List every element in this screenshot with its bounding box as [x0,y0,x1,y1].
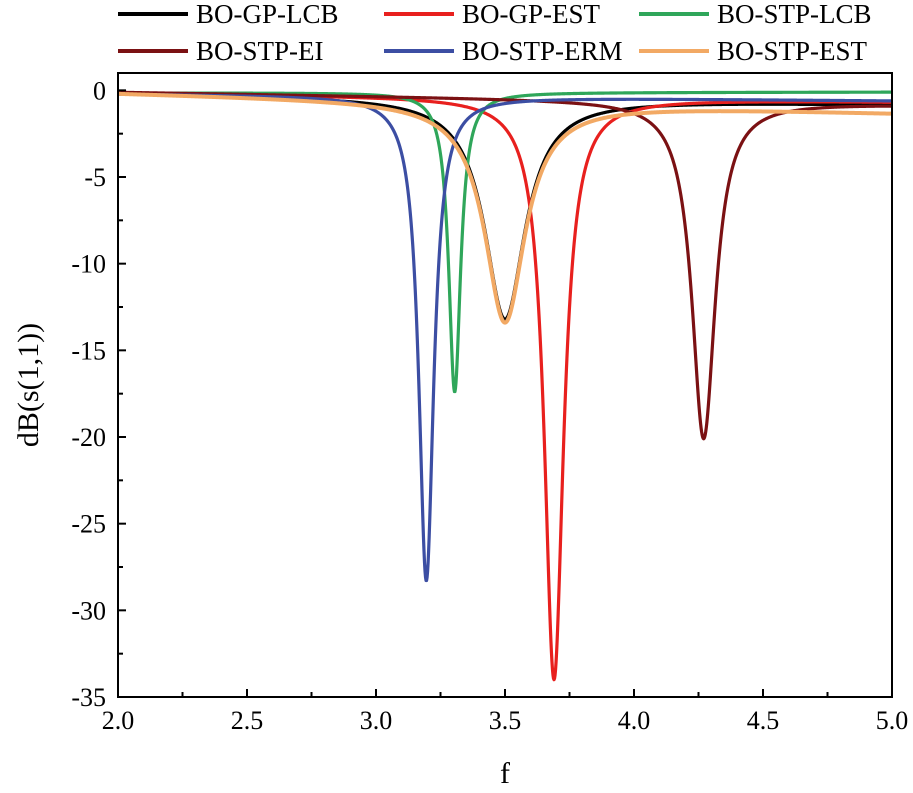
y-tick-label: -30 [71,596,106,625]
y-tick-label: -25 [71,510,106,539]
plot-area [116,90,894,682]
legend-label: BO-GP-EST [462,0,601,29]
x-tick-label: 2.0 [102,706,135,735]
x-tick-label: 4.5 [747,706,780,735]
x-tick-label: 4.0 [618,706,651,735]
series-line-bo-stp-ei [116,90,894,441]
x-tick-label: 5.0 [876,706,909,735]
y-tick-label: -10 [71,250,106,279]
y-axis-label: dB(s(1,1)) [12,323,45,447]
y-tick-label: 0 [93,76,106,105]
x-tick-label: 3.5 [489,706,522,735]
legend-label: BO-STP-EI [196,36,324,66]
legend-label: BO-STP-EST [717,36,868,66]
axes: 2.0 2.5 3.0 3.5 4.0 4.5 5.0 0 -5 -10 -15 -20 -25 -30 -… [71,76,908,735]
legend-label: BO-STP-LCB [717,0,872,29]
series-line-bo-stp-est [116,91,894,325]
legend-label: BO-STP-ERM [462,36,623,66]
legend: BO-GP-LCB BO-GP-EST BO-STP-LCB BO-STP-EI BO-… [118,0,872,66]
y-tick-label: -35 [71,683,106,712]
series-line-bo-stp-erm [116,92,894,583]
series-line-bo-gp-est [116,91,894,682]
legend-label: BO-GP-LCB [196,0,339,29]
series-line-bo-stp-lcb [116,90,894,394]
y-tick-label: -5 [84,163,106,192]
plot-frame [117,72,893,698]
x-tick-label: 2.5 [231,706,264,735]
y-tick-label: -15 [71,336,106,365]
x-tick-label: 3.0 [360,706,393,735]
x-axis-label: f [500,757,510,790]
y-tick-label: -20 [71,423,106,452]
